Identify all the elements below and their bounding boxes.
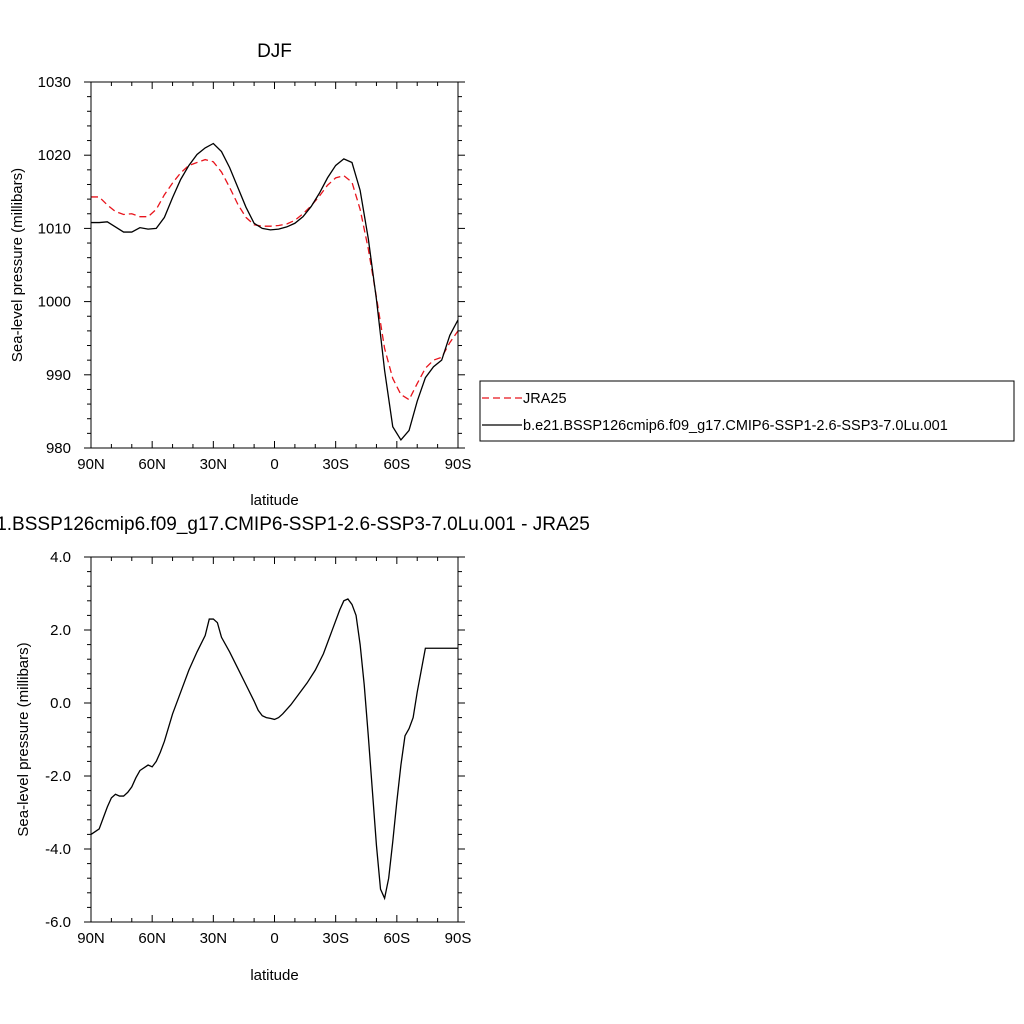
x-tick-label: 0 (270, 456, 278, 473)
chart-panel-2: b.e21.BSSP126cmip6.f09_g17.CMIP6-SSP1-2.… (0, 514, 590, 984)
y-tick-label: 990 (46, 367, 71, 384)
x-tick-label: 90N (77, 456, 105, 473)
chart-panel-1: DJF 90N 60N 30N 0 30S 60S 90S 980 990 1000 1010 1020… (9, 41, 1015, 509)
x-tick-label: 90S (445, 930, 472, 947)
x-axis-label: latitude (250, 967, 298, 984)
y-axis-label: Sea-level pressure (millibars) (15, 642, 32, 836)
y-tick-label: 2.0 (50, 622, 71, 639)
y-tick-label: 1020 (38, 147, 71, 164)
legend-label: b.e21.BSSP126cmip6.f09_g17.CMIP6-SSP1-2.… (523, 418, 948, 434)
y-tick-label: 980 (46, 440, 71, 457)
x-axis-label: latitude (250, 492, 298, 509)
x-tick-label: 30N (200, 930, 228, 947)
y-tick-label: 1010 (38, 220, 71, 237)
chart-title: DJF (257, 41, 292, 62)
y-tick-label: -2.0 (45, 768, 71, 785)
plot-frame (90, 556, 459, 923)
y-tick-label: -6.0 (45, 914, 71, 931)
x-tick-label: 90S (445, 456, 472, 473)
chart-title: b.e21.BSSP126cmip6.f09_g17.CMIP6-SSP1-2.… (0, 514, 590, 535)
x-tick-label: 60S (383, 456, 410, 473)
y-tick-label: 1030 (38, 74, 71, 91)
series-line-1 (91, 598, 458, 901)
x-tick-label: 60N (138, 456, 166, 473)
series-line-2 (91, 142, 458, 442)
legend-label: JRA25 (523, 391, 567, 407)
x-tick-label: 30S (322, 456, 349, 473)
y-tick-label: 0.0 (50, 695, 71, 712)
series-line-1 (91, 158, 458, 401)
y-axis-label: Sea-level pressure (millibars) (9, 168, 26, 362)
x-tick-label: 30S (322, 930, 349, 947)
x-tick-label: 60S (383, 930, 410, 947)
y-tick-label: 1000 (38, 294, 71, 311)
y-tick-label: 4.0 (50, 549, 71, 566)
x-tick-label: 90N (77, 930, 105, 947)
legend: JRA25 b.e21.BSSP126cmip6.f09_g17.CMIP6-SS… (479, 380, 1015, 442)
plot-frame (90, 81, 459, 449)
y-tick-label: -4.0 (45, 841, 71, 858)
x-tick-label: 0 (270, 930, 278, 947)
x-tick-label: 30N (200, 456, 228, 473)
x-tick-label: 60N (138, 930, 166, 947)
legend-box (479, 380, 1015, 442)
